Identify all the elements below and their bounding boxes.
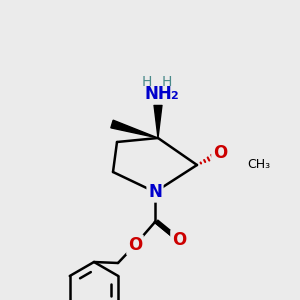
Text: N: N bbox=[148, 183, 162, 201]
Text: NH: NH bbox=[144, 85, 172, 103]
Text: H: H bbox=[162, 75, 172, 89]
Polygon shape bbox=[154, 105, 162, 138]
Polygon shape bbox=[111, 120, 158, 138]
Text: H: H bbox=[142, 75, 152, 89]
Text: CH₃: CH₃ bbox=[247, 158, 270, 172]
Text: O: O bbox=[128, 236, 142, 254]
Text: O: O bbox=[213, 144, 227, 162]
Text: 2: 2 bbox=[170, 91, 178, 101]
Text: O: O bbox=[172, 231, 186, 249]
